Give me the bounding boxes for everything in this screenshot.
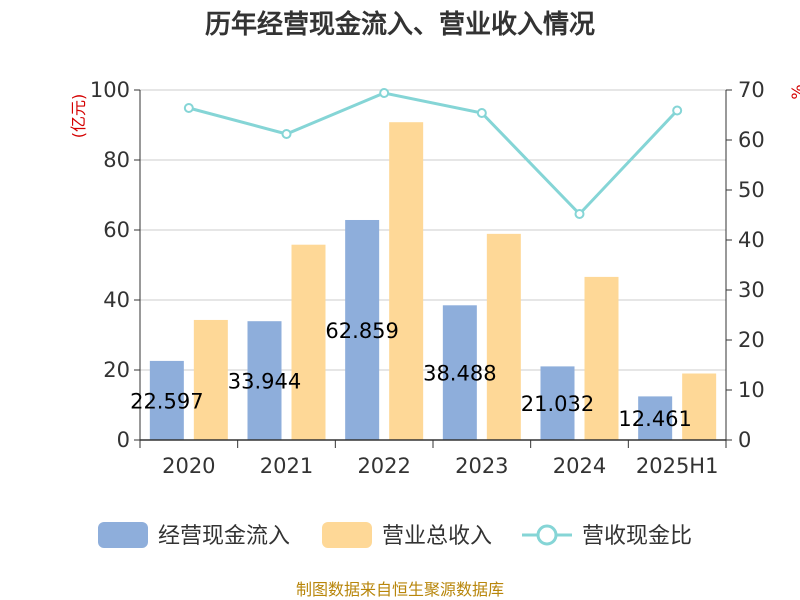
- source-note: 制图数据来自恒生聚源数据库: [296, 580, 504, 599]
- legend-label: 经营现金流入: [158, 524, 290, 549]
- left-tick-label: 80: [103, 148, 130, 172]
- legend-marker: [536, 524, 558, 546]
- left-tick-label: 60: [103, 218, 130, 242]
- bar-data-label: 22.597: [130, 389, 203, 413]
- left-axis-unit: (亿元): [69, 94, 88, 139]
- chart-title: 历年经营现金流入、营业收入情况: [205, 9, 595, 40]
- grid: [140, 89, 726, 371]
- ratio-point: [672, 105, 683, 116]
- bar-data-label: 21.032: [521, 392, 594, 416]
- cash-inflow-bar: [442, 305, 477, 440]
- line-series: [183, 88, 683, 219]
- right-tick-label: 10: [738, 378, 765, 402]
- bar-data-label: 12.461: [618, 407, 691, 431]
- ratio-point: [476, 108, 487, 118]
- bar-data-label: 62.859: [325, 319, 398, 343]
- left-tick-label: 100: [90, 78, 130, 102]
- x-tick-label: 2024: [553, 454, 606, 478]
- right-axis-unit: %: [788, 84, 800, 99]
- legend-swatch: [322, 522, 372, 548]
- revenue-bar: [682, 373, 717, 440]
- legend-label: 营收现金比: [582, 524, 692, 549]
- bars: [149, 122, 717, 440]
- legend-label: 营业总收入: [382, 524, 492, 549]
- right-tick-label: 60: [738, 128, 765, 152]
- ratio-point: [379, 88, 390, 98]
- revenue-bar: [584, 276, 619, 440]
- cash-inflow-bar: [247, 321, 282, 440]
- x-tick-label: 2025H1: [636, 454, 719, 478]
- ratio-point: [183, 103, 194, 113]
- axes: 0 20 40 60 80 100 0 10 20 30 40 50 60 70 (亿元)% 2020 2021…: [69, 78, 800, 478]
- right-tick-label: 0: [738, 428, 751, 452]
- legend-swatch: [98, 522, 148, 548]
- ratio-line: [188, 91, 679, 217]
- bar-data-label: 38.488: [423, 362, 496, 386]
- x-tick-label: 2022: [357, 454, 410, 478]
- revenue-bar: [291, 244, 326, 440]
- x-tick-label: 2021: [260, 454, 313, 478]
- bar-data-label: 33.944: [228, 370, 301, 394]
- left-tick-label: 40: [103, 288, 130, 312]
- x-tick-label: 2023: [455, 454, 508, 478]
- cash-inflow-bar: [540, 366, 575, 440]
- cash-inflow-bar: [638, 396, 673, 440]
- cash-inflow-bar: [345, 219, 380, 440]
- revenue-bar: [193, 319, 228, 440]
- ratio-point: [281, 129, 292, 139]
- x-tick-label: 2020: [162, 454, 215, 478]
- right-tick-label: 20: [738, 328, 765, 352]
- revenue-bar: [486, 233, 521, 440]
- revenue-bar: [389, 122, 424, 440]
- left-tick-label: 0: [117, 428, 130, 452]
- right-tick-label: 40: [738, 228, 765, 252]
- ratio-point: [574, 209, 585, 219]
- cash-inflow-bar: [149, 360, 184, 440]
- legend: 经营现金流入 营业总收入 营收现金比: [98, 522, 692, 549]
- right-tick-label: 30: [738, 278, 765, 302]
- left-tick-label: 20: [103, 358, 130, 382]
- right-tick-label: 70: [738, 78, 765, 102]
- right-tick-label: 50: [738, 178, 765, 202]
- data-labels: 22.597 33.944 62.859 38.488 21.032 12.461: [130, 319, 692, 431]
